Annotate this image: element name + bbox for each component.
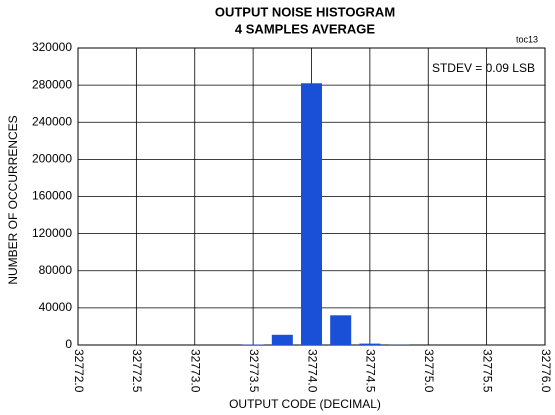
x-tick-label: 32775.5 xyxy=(480,349,494,393)
x-tick-label: 32772.5 xyxy=(130,349,144,393)
x-axis-label: OUTPUT CODE (DECIMAL) xyxy=(229,397,381,411)
bar xyxy=(271,334,293,345)
annotation: STDEV = 0.09 LSB xyxy=(432,61,535,75)
y-tick-label: 320000 xyxy=(32,40,72,54)
x-tick-label: 32774.5 xyxy=(364,349,378,393)
y-tick-label: 280000 xyxy=(32,77,72,91)
figure-tag: toc13 xyxy=(516,34,538,44)
chart-subtitle: 4 SAMPLES AVERAGE xyxy=(235,21,375,36)
bar xyxy=(359,343,381,345)
x-tick-label: 32775.0 xyxy=(422,349,436,393)
y-tick-label: 120000 xyxy=(32,226,72,240)
y-tick-label: 160000 xyxy=(32,189,72,203)
bar xyxy=(300,83,323,346)
y-tick-label: 80000 xyxy=(39,263,73,277)
chart-title: OUTPUT NOISE HISTOGRAM xyxy=(215,4,395,19)
x-tick-label: 32776.0 xyxy=(539,349,553,393)
x-tick-label: 32773.5 xyxy=(247,349,261,393)
y-tick-label: 0 xyxy=(65,337,72,351)
x-tick-label: 32772.0 xyxy=(72,349,86,393)
y-tick-label: 40000 xyxy=(39,300,73,314)
x-tick-label: 32773.0 xyxy=(189,349,203,393)
y-tick-label: 200000 xyxy=(32,152,72,166)
y-tick-label: 240000 xyxy=(32,114,72,128)
x-tick-label: 32774.0 xyxy=(305,349,319,393)
y-axis-label: NUMBER OF OCCURRENCES xyxy=(6,115,20,284)
bar xyxy=(330,315,352,345)
